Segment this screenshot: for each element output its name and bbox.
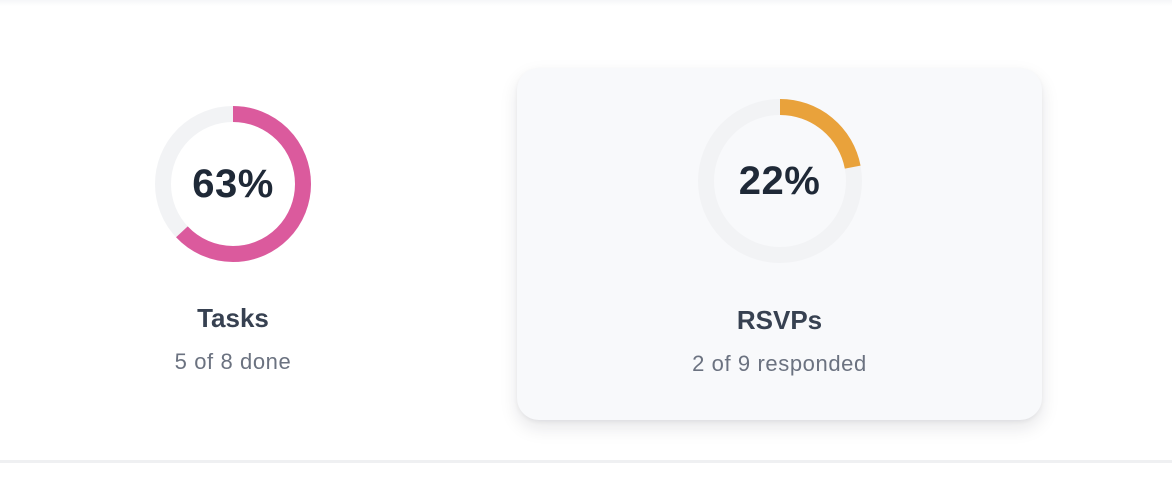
tasks-ring-progress — [155, 106, 311, 262]
tasks-title: Tasks — [197, 303, 269, 333]
tasks-stat-card[interactable]: 63% Tasks 5 of 8 done — [123, 68, 343, 420]
rsvps-ring-chart — [697, 99, 862, 263]
tasks-progress-ring: 63% — [153, 104, 313, 264]
rsvps-title: RSVPs — [736, 305, 823, 335]
tasks-percent: 63% — [192, 161, 274, 206]
rsvps-stat-card[interactable]: 22% RSVPs 2 of 9 responded — [517, 68, 1042, 420]
rsvps-percent: 22% — [738, 158, 821, 203]
rsvps-ring-track — [697, 99, 862, 263]
top-divider — [0, 0, 1172, 6]
rsvps-subtitle: 2 of 9 responded — [692, 351, 867, 376]
bottom-divider — [0, 460, 1172, 463]
tasks-ring-chart — [155, 106, 311, 262]
rsvps-progress-ring: 22% — [697, 98, 863, 264]
tasks-subtitle: 5 of 8 done — [174, 349, 292, 374]
